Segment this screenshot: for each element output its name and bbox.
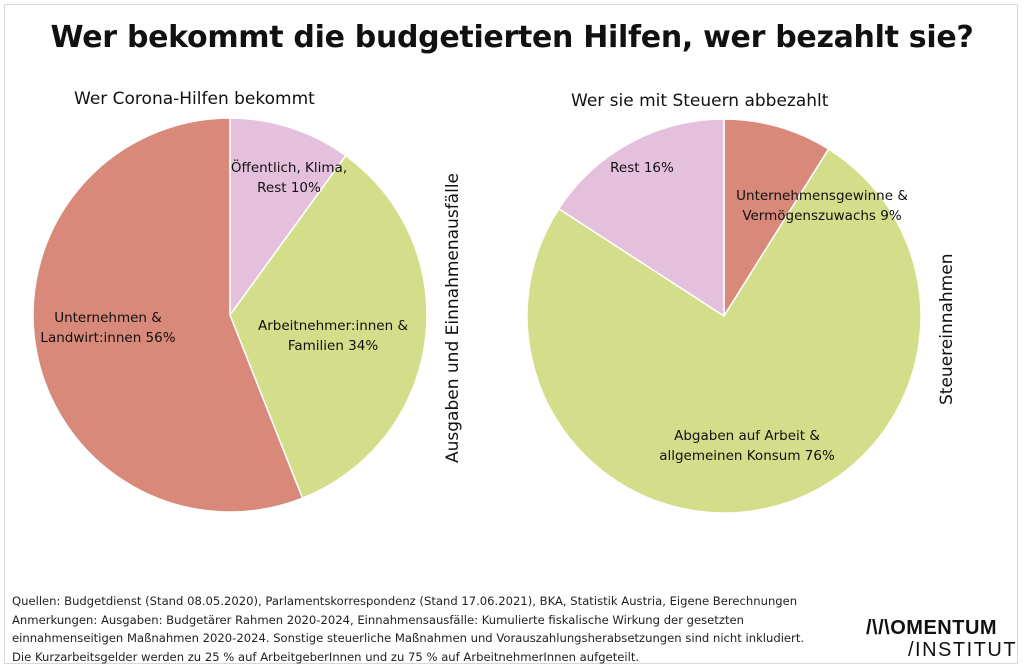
pie-0-slice-1-label: Arbeitnehmer:innen & Familien 34% xyxy=(258,318,408,354)
pie-0-slice-1 xyxy=(229,154,428,500)
pie-0-slice-2 xyxy=(32,117,304,513)
footer-sources: Quellen: Budgetdienst (Stand 08.05.2020)… xyxy=(12,594,798,608)
footer-notes-line-1: Anmerkungen: Ausgaben: Budgetärer Rahmen… xyxy=(12,612,744,627)
right-pie: Unternehmensgewinne & Vermögenszuwachs 9%… xyxy=(526,118,922,514)
logo-line-1: /\/\OMENTUM xyxy=(866,617,998,639)
pie-1-slice-0 xyxy=(723,118,830,319)
footer-notes-line-2: einnahmenseitigen Maßnahmen 2020-2024. S… xyxy=(12,631,805,645)
pie-1-slice-1 xyxy=(526,148,922,514)
right-pie-title: Wer sie mit Steuern abbezahlt xyxy=(571,91,829,111)
pie-0-slice-0-label: Öffentlich, Klima, Rest 10% xyxy=(231,158,347,196)
left-pie: Öffentlich, Klima, Rest 10% Arbeitnehmer:i… xyxy=(32,117,428,513)
momentum-institut-logo: /\/\OMENTUM /INSTITUT xyxy=(866,617,1018,661)
left-pie-title: Wer Corona-Hilfen bekommt xyxy=(74,89,315,109)
chart-title: Wer bekommt die budgetierten Hilfen, wer… xyxy=(50,20,974,55)
pie-1-slice-2 xyxy=(557,118,725,318)
logo-line-2: /INSTITUT xyxy=(908,639,1018,661)
pie-0-slice-2-label: Unternehmen & Landwirt:innen 56% xyxy=(40,310,175,346)
chart-frame xyxy=(4,4,1018,664)
pie-1-slice-0-label: Unternehmensgewinne & Vermögenszuwachs 9% xyxy=(736,188,908,224)
footer-notes-line-3: Die Kurzarbeitsgelder werden zu 25 % auf… xyxy=(12,649,640,664)
pie-0-slice-0 xyxy=(229,117,347,318)
footer-notes: Quellen: Budgetdienst (Stand 08.05.2020)… xyxy=(12,592,842,666)
pie-1-slice-1-label: Abgaben auf Arbeit & allgemeinen Konsum 7… xyxy=(659,428,835,464)
pie-1-slice-2-label: Rest 16% xyxy=(610,160,674,176)
